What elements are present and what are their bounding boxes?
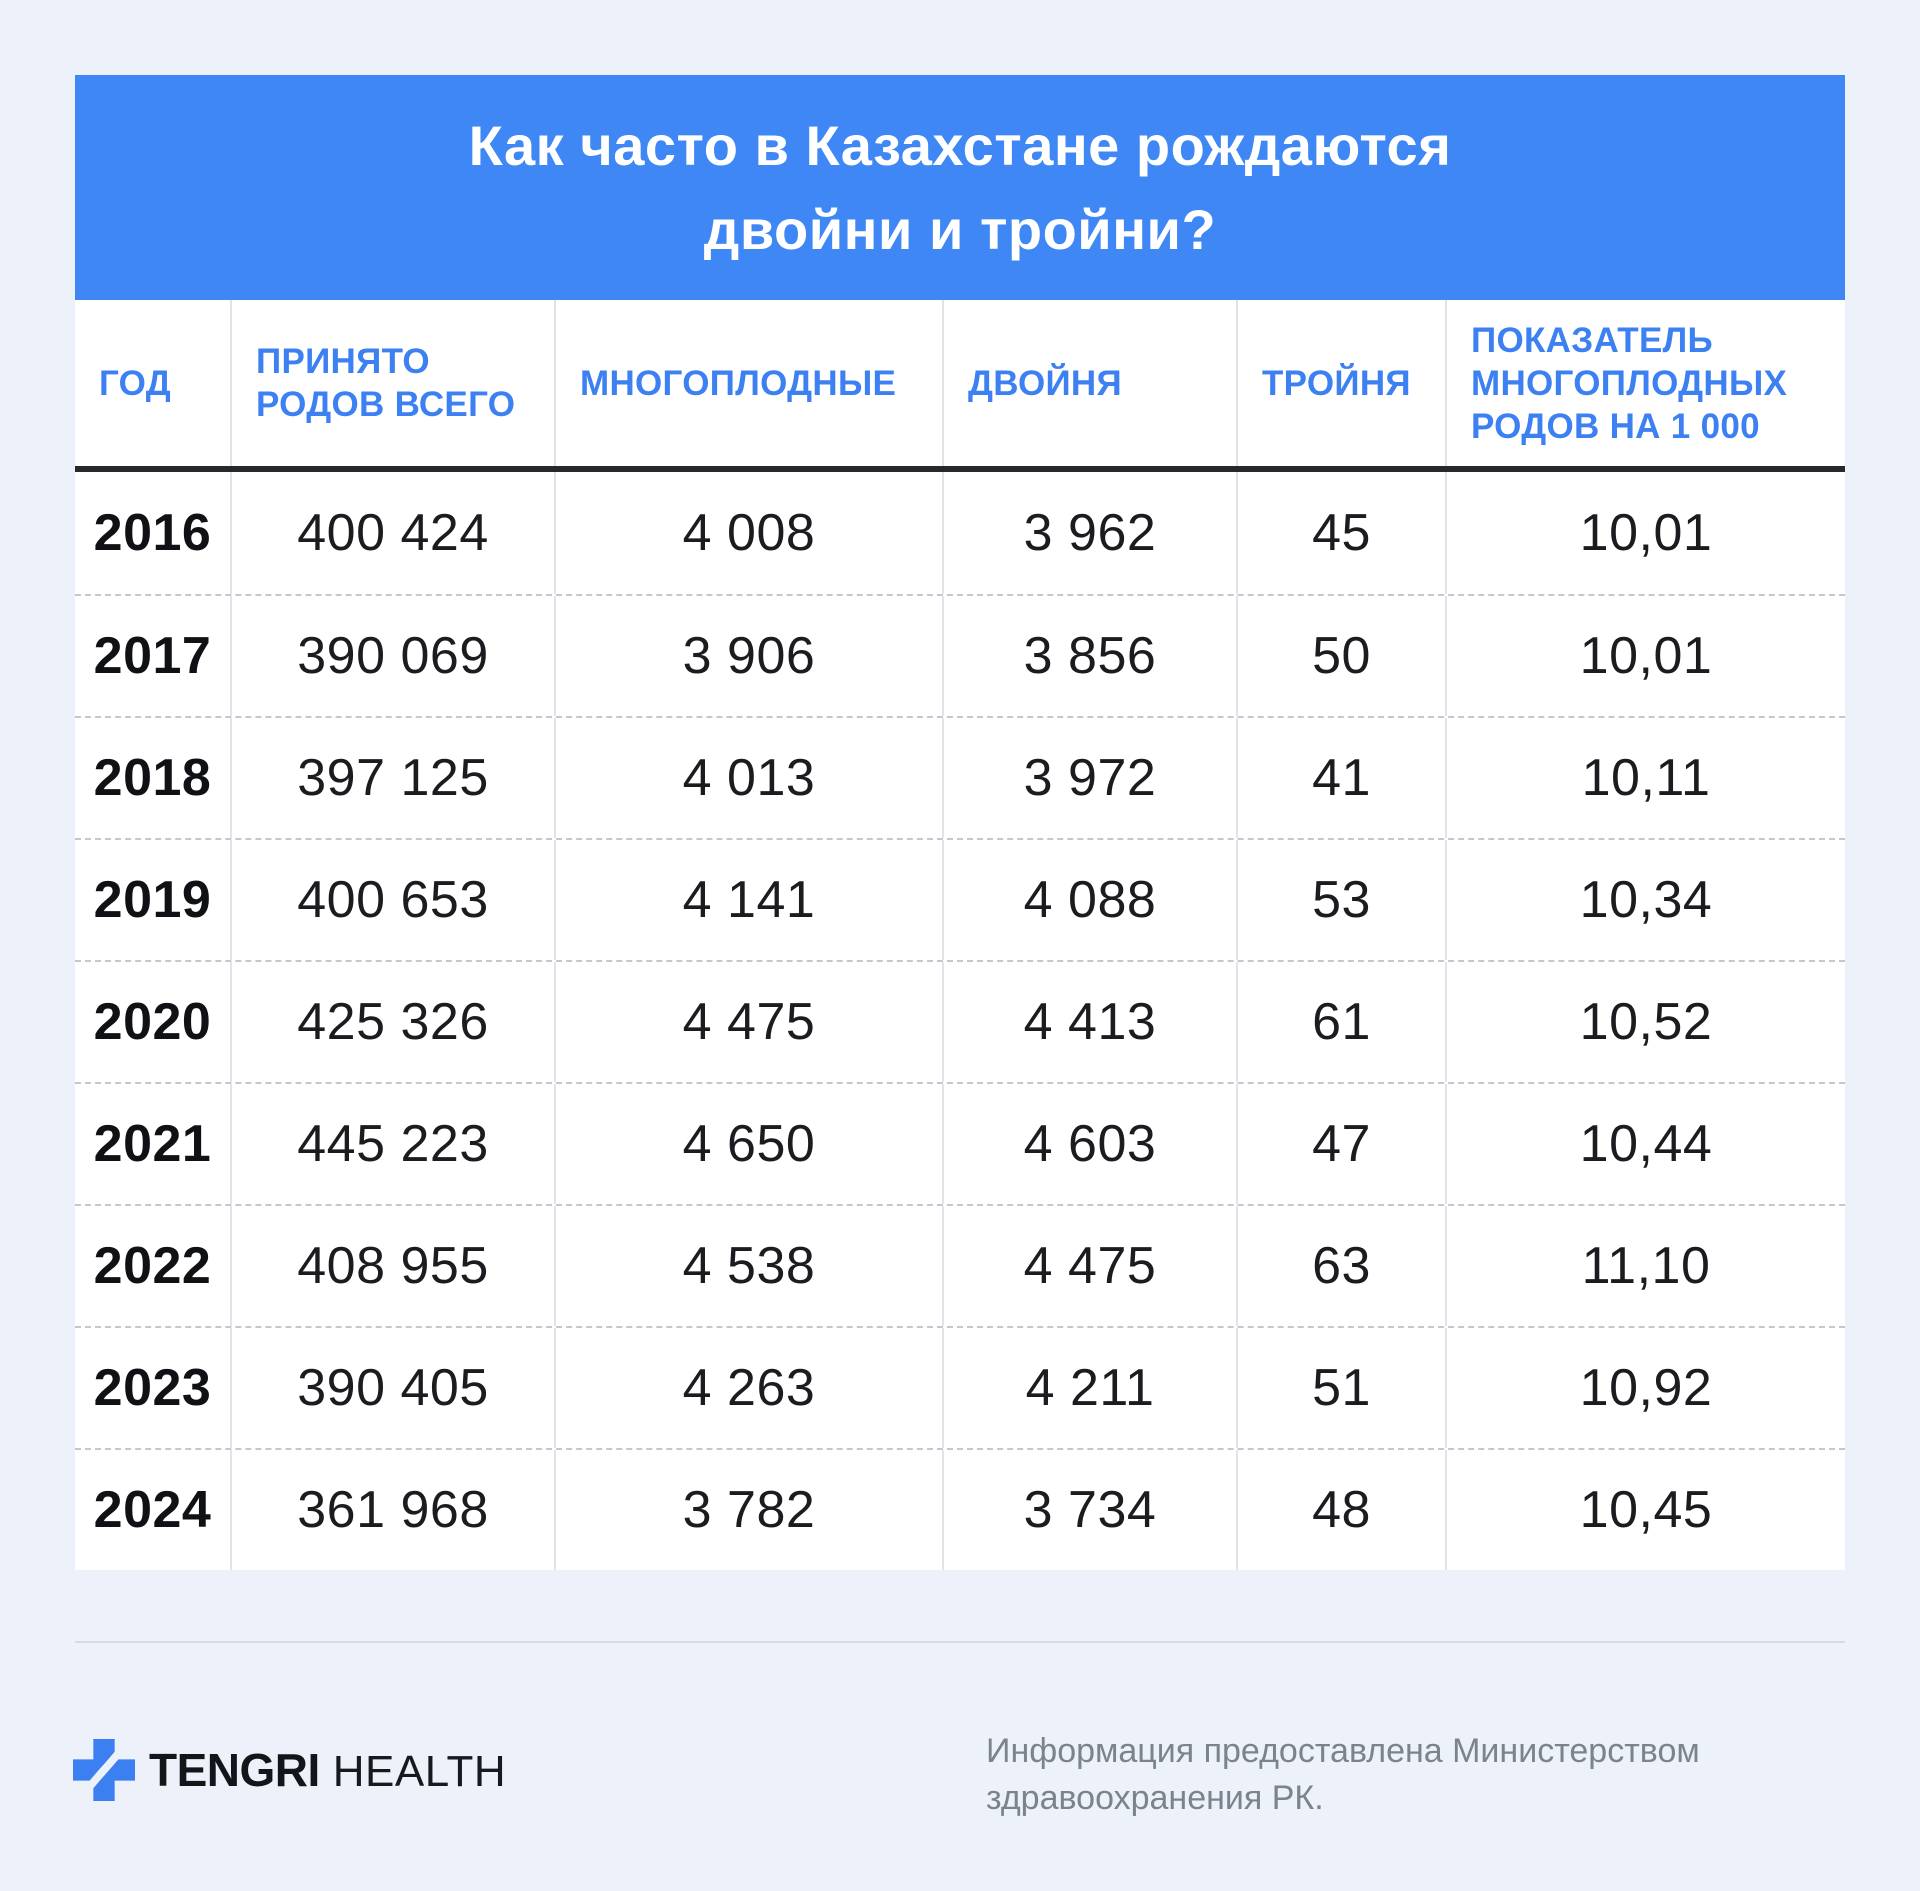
cell-multiple-births: 4 538 <box>554 1206 942 1326</box>
header-rule <box>75 466 1845 472</box>
table-header-row: ГОД ПРИНЯТО РОДОВ ВСЕГО МНОГОПЛОДНЫЕ ДВОЙНЯ… <box>75 300 1845 466</box>
attribution-line-2: здравоохранения РК. <box>986 1779 1324 1817</box>
table-card: Как часто в Казахстане рождаются двойни … <box>75 75 1845 1570</box>
cell-year: 2018 <box>93 749 212 807</box>
cell-multiple-births: 4 263 <box>554 1328 942 1448</box>
tengri-health-logo: TENGRI HEALTH <box>73 1738 506 1802</box>
column-header-total-births: ПРИНЯТО РОДОВ ВСЕГО <box>230 300 554 466</box>
cell-rate-per-1000: 10,44 <box>1445 1084 1845 1204</box>
cell-twins: 4 088 <box>942 840 1236 960</box>
cell-triplets: 48 <box>1236 1450 1445 1570</box>
cell-rate-per-1000: 11,10 <box>1445 1206 1845 1326</box>
cell-triplets: 45 <box>1236 472 1445 594</box>
cell-twins: 3 972 <box>942 718 1236 838</box>
cell-triplets: 47 <box>1236 1084 1445 1204</box>
footer-divider <box>75 1641 1845 1643</box>
table-row: 2023 390 405 4 263 4 211 51 10,92 <box>75 1326 1845 1448</box>
table-row: 2020 425 326 4 475 4 413 61 10,52 <box>75 960 1845 1082</box>
attribution-text: Информация предоставлена Министерством з… <box>986 1728 1766 1822</box>
cell-year: 2021 <box>93 1115 212 1173</box>
cell-multiple-births: 4 141 <box>554 840 942 960</box>
table-row: 2018 397 125 4 013 3 972 41 10,11 <box>75 716 1845 838</box>
cell-year: 2023 <box>93 1359 212 1417</box>
cell-rate-per-1000: 10,92 <box>1445 1328 1845 1448</box>
cell-total-births: 397 125 <box>230 718 554 838</box>
cell-triplets: 53 <box>1236 840 1445 960</box>
table-row: 2021 445 223 4 650 4 603 47 10,44 <box>75 1082 1845 1204</box>
cell-twins: 4 475 <box>942 1206 1236 1326</box>
cell-rate-per-1000: 10,01 <box>1445 596 1845 716</box>
data-table: ГОД ПРИНЯТО РОДОВ ВСЕГО МНОГОПЛОДНЫЕ ДВОЙНЯ… <box>75 300 1845 1570</box>
cell-year: 2022 <box>93 1237 212 1295</box>
table-row: 2019 400 653 4 141 4 088 53 10,34 <box>75 838 1845 960</box>
cell-triplets: 50 <box>1236 596 1445 716</box>
cell-multiple-births: 4 008 <box>554 472 942 594</box>
cell-twins: 3 856 <box>942 596 1236 716</box>
cell-triplets: 41 <box>1236 718 1445 838</box>
brand-text: TENGRI HEALTH <box>149 1743 506 1797</box>
cell-triplets: 63 <box>1236 1206 1445 1326</box>
cell-year: 2017 <box>93 627 212 685</box>
cell-twins: 3 734 <box>942 1450 1236 1570</box>
brand-suffix: HEALTH <box>332 1747 507 1796</box>
cell-rate-per-1000: 10,01 <box>1445 472 1845 594</box>
cell-total-births: 425 326 <box>230 962 554 1082</box>
table-row: 2016 400 424 4 008 3 962 45 10,01 <box>75 472 1845 594</box>
cell-multiple-births: 3 782 <box>554 1450 942 1570</box>
cell-year: 2019 <box>93 871 212 929</box>
cell-twins: 4 603 <box>942 1084 1236 1204</box>
cell-rate-per-1000: 10,34 <box>1445 840 1845 960</box>
cell-total-births: 361 968 <box>230 1450 554 1570</box>
cell-rate-per-1000: 10,11 <box>1445 718 1845 838</box>
attribution-line-1: Информация предоставлена Министерством <box>986 1732 1700 1770</box>
column-header-triplets: ТРОЙНЯ <box>1236 300 1445 466</box>
cell-total-births: 400 424 <box>230 472 554 594</box>
column-header-twins: ДВОЙНЯ <box>942 300 1236 466</box>
cell-total-births: 445 223 <box>230 1084 554 1204</box>
cell-triplets: 61 <box>1236 962 1445 1082</box>
table-row: 2022 408 955 4 538 4 475 63 11,10 <box>75 1204 1845 1326</box>
cell-total-births: 390 405 <box>230 1328 554 1448</box>
cell-multiple-births: 3 906 <box>554 596 942 716</box>
brand-name: TENGRI <box>149 1744 320 1796</box>
cell-triplets: 51 <box>1236 1328 1445 1448</box>
cell-year: 2024 <box>93 1481 212 1539</box>
column-header-multiple-births: МНОГОПЛОДНЫЕ <box>554 300 942 466</box>
tengri-cross-icon <box>73 1739 135 1801</box>
cell-rate-per-1000: 10,45 <box>1445 1450 1845 1570</box>
table-row: 2024 361 968 3 782 3 734 48 10,45 <box>75 1448 1845 1570</box>
title-banner: Как часто в Казахстане рождаются двойни … <box>75 75 1845 300</box>
column-header-rate-per-1000: ПОКАЗАТЕЛЬ МНОГОПЛОДНЫХ РОДОВ НА 1 000 <box>1445 300 1845 466</box>
cell-rate-per-1000: 10,52 <box>1445 962 1845 1082</box>
cell-total-births: 408 955 <box>230 1206 554 1326</box>
table-row: 2017 390 069 3 906 3 856 50 10,01 <box>75 594 1845 716</box>
cell-twins: 3 962 <box>942 472 1236 594</box>
cell-multiple-births: 4 475 <box>554 962 942 1082</box>
cell-total-births: 400 653 <box>230 840 554 960</box>
column-header-year: ГОД <box>99 363 171 403</box>
cell-multiple-births: 4 650 <box>554 1084 942 1204</box>
cell-year: 2016 <box>93 504 212 562</box>
cell-year: 2020 <box>93 993 212 1051</box>
page-title-line-2: двойни и тройни? <box>703 197 1217 261</box>
cell-twins: 4 211 <box>942 1328 1236 1448</box>
cell-multiple-births: 4 013 <box>554 718 942 838</box>
cell-twins: 4 413 <box>942 962 1236 1082</box>
table-body: 2016 400 424 4 008 3 962 45 10,01 2017 390 069 3… <box>75 472 1845 1570</box>
cell-total-births: 390 069 <box>230 596 554 716</box>
page-title-line-1: Как часто в Казахстане рождаются <box>468 113 1452 177</box>
